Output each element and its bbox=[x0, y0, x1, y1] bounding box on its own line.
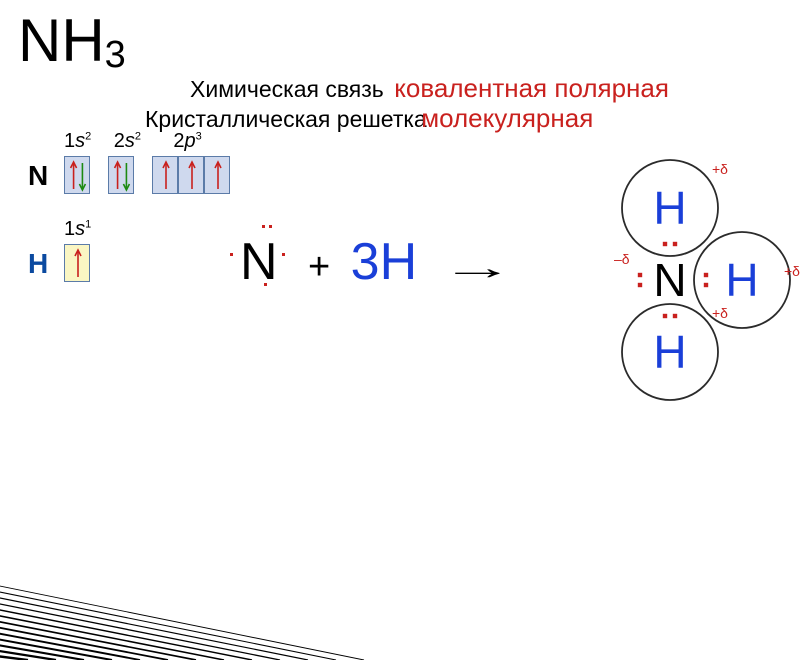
svg-text:+δ: +δ bbox=[784, 263, 800, 279]
eq-3H: 3H bbox=[351, 233, 417, 291]
eq-N-electrons bbox=[222, 223, 302, 303]
formula-title: NH3 bbox=[18, 6, 126, 77]
eq-N: N bbox=[240, 233, 292, 291]
orbital-box bbox=[178, 156, 204, 194]
svg-text:H: H bbox=[653, 326, 686, 378]
svg-text:H: H bbox=[725, 254, 758, 306]
svg-text:–δ: –δ bbox=[614, 251, 630, 267]
nh-sub: 3 bbox=[105, 34, 126, 76]
config-H-symbol: H bbox=[28, 248, 48, 280]
eq-arrow: → bbox=[440, 249, 515, 288]
lattice-label: Кристаллическая решетка bbox=[145, 106, 427, 132]
decor-triangle bbox=[0, 400, 440, 660]
bond-label: Химическая связь bbox=[190, 76, 384, 102]
equation: N + 3H → bbox=[240, 232, 474, 292]
config-N-boxes bbox=[64, 156, 248, 194]
orbital-box bbox=[108, 156, 134, 194]
bond-line: Химическая связь ковалентная полярная bbox=[190, 73, 669, 104]
eq-plus: + bbox=[308, 246, 330, 288]
orbital-box bbox=[204, 156, 230, 194]
config-N-labels: 1s2 2s2 2p3 bbox=[64, 130, 202, 153]
bond-value: ковалентная полярная bbox=[394, 73, 669, 103]
svg-text:H: H bbox=[653, 182, 686, 234]
svg-text:N: N bbox=[653, 254, 686, 306]
config-H-labels: 1s1 bbox=[64, 218, 91, 241]
molecule-diagram: NHHH+δ+δ+δ–δ bbox=[520, 120, 800, 440]
config-H-boxes bbox=[64, 244, 108, 282]
orbital-box bbox=[152, 156, 178, 194]
config-N-symbol: N bbox=[28, 160, 48, 192]
nh-text: NH bbox=[18, 7, 105, 74]
orbital-box bbox=[64, 244, 90, 282]
svg-text:+δ: +δ bbox=[712, 305, 728, 321]
svg-text:+δ: +δ bbox=[712, 161, 728, 177]
orbital-box bbox=[64, 156, 90, 194]
